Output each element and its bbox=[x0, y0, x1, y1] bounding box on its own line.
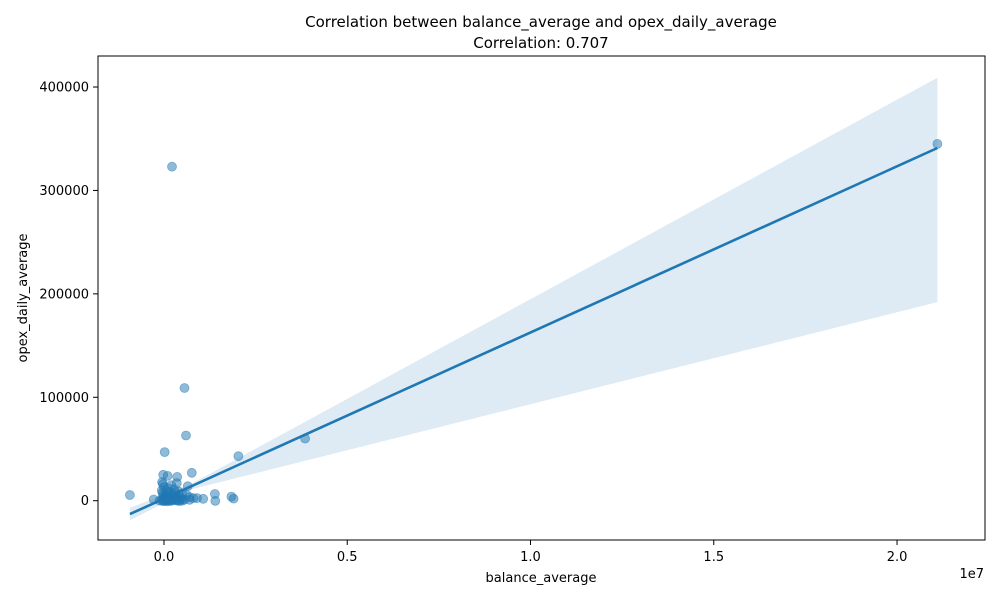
x-axis-ticks: 0.0 0.5 1.0 1.5 2.0 bbox=[154, 540, 908, 565]
y-tick-label: 400000 bbox=[39, 81, 89, 96]
data-point bbox=[174, 496, 185, 507]
x-tick-label: 2.0 bbox=[887, 550, 908, 565]
data-point bbox=[932, 138, 943, 149]
data-point bbox=[167, 161, 177, 172]
data-point bbox=[228, 493, 239, 504]
data-point bbox=[198, 493, 209, 504]
data-point bbox=[186, 467, 197, 478]
chart-subtitle: Correlation: 0.707 bbox=[473, 34, 608, 52]
y-axis-ticks: 0 100000 200000 300000 400000 bbox=[39, 81, 98, 509]
x-tick-label: 0.5 bbox=[337, 550, 358, 565]
chart-title: Correlation between balance_average and … bbox=[305, 13, 777, 32]
data-point bbox=[210, 495, 221, 506]
y-tick-label: 300000 bbox=[39, 184, 89, 199]
regression-line-group bbox=[129, 146, 938, 516]
y-axis-label: opex_daily_average bbox=[16, 233, 31, 362]
data-point bbox=[181, 430, 191, 441]
data-point bbox=[233, 451, 244, 462]
y-tick-label: 200000 bbox=[39, 287, 89, 302]
y-tick-label: 100000 bbox=[39, 391, 89, 406]
x-tick-label: 1.5 bbox=[703, 550, 724, 565]
x-tick-label: 0.0 bbox=[154, 550, 175, 565]
x-axis-label: balance_average bbox=[486, 571, 597, 586]
regression-line bbox=[129, 146, 938, 516]
x-tick-label: 1.0 bbox=[520, 550, 541, 565]
plot-frame bbox=[97, 55, 986, 541]
data-point bbox=[124, 490, 135, 500]
data-point bbox=[159, 447, 170, 458]
data-point bbox=[179, 383, 190, 393]
confidence-band-area bbox=[129, 77, 938, 521]
x-axis-offset-label: 1e7 bbox=[959, 567, 984, 582]
y-tick-label: 0 bbox=[81, 494, 89, 509]
confidence-band bbox=[129, 77, 938, 521]
data-point bbox=[162, 470, 173, 481]
